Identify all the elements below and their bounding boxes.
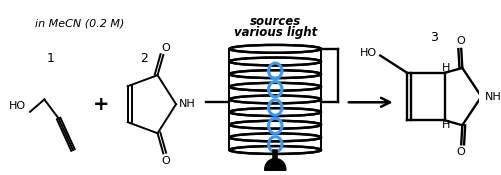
Text: NH: NH (179, 99, 195, 109)
Text: +: + (93, 95, 110, 114)
Ellipse shape (230, 96, 321, 103)
Text: O: O (161, 156, 170, 166)
Text: NH: NH (485, 92, 501, 102)
Text: 1: 1 (47, 52, 55, 65)
Text: sources: sources (249, 15, 301, 28)
Ellipse shape (230, 134, 321, 141)
Ellipse shape (230, 71, 321, 78)
Text: H: H (442, 63, 450, 73)
Text: 3: 3 (430, 31, 438, 44)
Ellipse shape (230, 83, 321, 90)
Text: H: H (442, 120, 450, 130)
Text: various light: various light (233, 26, 317, 39)
Circle shape (265, 159, 286, 175)
Text: O: O (456, 36, 465, 46)
Ellipse shape (230, 45, 321, 52)
Ellipse shape (230, 109, 321, 116)
Text: HO: HO (9, 101, 26, 111)
Ellipse shape (230, 121, 321, 128)
Text: 2: 2 (141, 52, 148, 65)
Ellipse shape (230, 146, 321, 153)
Text: O: O (456, 147, 465, 157)
Ellipse shape (230, 58, 321, 65)
Text: in MeCN (0.2 M): in MeCN (0.2 M) (35, 18, 124, 28)
Text: O: O (161, 43, 170, 53)
Text: HO: HO (360, 48, 377, 58)
